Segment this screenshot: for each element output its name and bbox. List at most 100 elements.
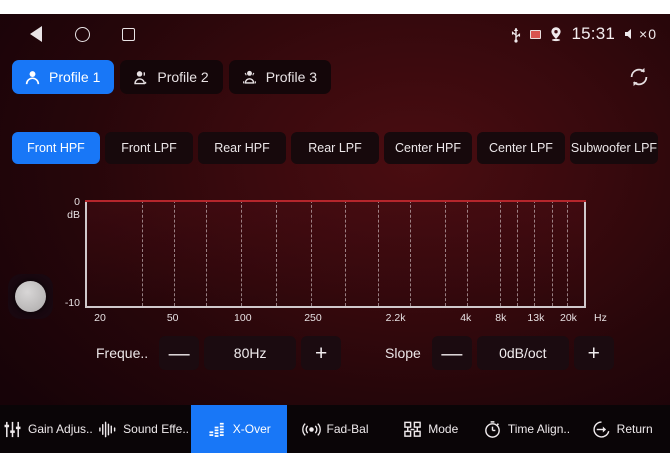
y-axis-unit: dB — [67, 209, 80, 221]
tab-center-lpf-label: Center LPF — [489, 141, 553, 155]
x-axis-tick-7: 13k — [527, 312, 545, 324]
nav-mode[interactable]: Mode — [383, 405, 479, 453]
slope-decrement-button[interactable]: — — [431, 336, 472, 370]
grid-line-2 — [206, 200, 208, 306]
users-three-icon — [242, 70, 256, 84]
grid-line-9 — [444, 200, 446, 306]
profile-tab-1-label: Profile 1 — [49, 69, 101, 85]
grid-line-12 — [516, 200, 518, 306]
grid-line-5 — [310, 200, 312, 306]
nav-return[interactable]: Return — [574, 405, 670, 453]
profile-tab-2[interactable]: Profile 2 — [120, 60, 223, 94]
x-axis-tick-6: 8k — [495, 312, 507, 324]
nav-fad-bal-label: Fad-Bal — [326, 422, 369, 436]
slope-control: Slope — 0dB/oct + — [385, 336, 614, 370]
profile-selector: Profile 1 Profile 2 — [12, 60, 332, 94]
rotary-knob[interactable] — [15, 281, 46, 312]
tab-subwoofer-lpf[interactable]: Subwoofer LPF — [570, 132, 658, 164]
x-axis-tick-4: 2.2k — [385, 312, 406, 324]
arrow-right-circle-icon — [593, 420, 610, 438]
system-navigation — [14, 24, 138, 44]
tab-front-lpf[interactable]: Front LPF — [105, 132, 193, 164]
tab-rear-lpf[interactable]: Rear LPF — [291, 132, 379, 164]
nav-sound-effect-label: Sound Effe.. — [123, 422, 189, 436]
x-axis-tick-1: 50 — [166, 312, 179, 324]
recents-icon[interactable] — [118, 24, 138, 44]
grid-line-13 — [534, 200, 536, 306]
waveform-icon — [99, 421, 116, 437]
frequency-control: Freque.. — 80Hz + — [96, 336, 342, 370]
grid-line-1 — [173, 200, 175, 306]
grid-line-6 — [345, 200, 347, 306]
y-axis-tick-min: -10 — [64, 297, 80, 309]
tab-subwoofer-lpf-label: Subwoofer LPF — [570, 141, 658, 155]
users-two-icon — [134, 70, 147, 84]
tab-front-hpf-label: Front HPF — [27, 141, 85, 155]
grid-line-8 — [410, 200, 412, 306]
x-axis-tick-0: 20 — [94, 312, 106, 324]
status-indicators: 15:31 × 0 — [509, 24, 656, 44]
frequency-increment-button[interactable]: + — [301, 336, 342, 370]
tab-rear-lpf-label: Rear LPF — [308, 141, 362, 155]
nav-return-label: Return — [616, 422, 653, 436]
tab-front-lpf-label: Front LPF — [121, 141, 177, 155]
y-axis-tick-0: 0 — [74, 196, 80, 208]
grid-line-14 — [551, 200, 553, 306]
crossover-filter-tabs: Front HPF Front LPF Rear HPF Rear LPF Ce… — [12, 132, 658, 164]
sliders-icon — [4, 421, 21, 437]
profile-tab-1[interactable]: Profile 1 — [12, 60, 115, 94]
nav-x-over-label: X-Over — [232, 422, 271, 436]
back-icon[interactable] — [26, 24, 46, 44]
sound-radiate-icon — [301, 422, 321, 436]
tab-rear-hpf[interactable]: Rear HPF — [198, 132, 286, 164]
tab-center-lpf[interactable]: Center LPF — [477, 132, 565, 164]
slope-increment-button[interactable]: + — [573, 336, 614, 370]
nav-sound-effect[interactable]: Sound Effe.. — [96, 405, 192, 453]
x-axis-tick-8: 20k — [559, 312, 577, 324]
volume-level: 0 — [648, 26, 656, 42]
tab-front-hpf[interactable]: Front HPF — [12, 132, 100, 164]
app-window: 15:31 × 0 Profile 1 — [0, 14, 670, 453]
volume-indicator[interactable]: × 0 — [622, 26, 656, 42]
profile-tab-3-label: Profile 3 — [265, 69, 318, 85]
tab-center-hpf-label: Center HPF — [395, 141, 461, 155]
x-axis-tick-5: 4k — [460, 312, 472, 324]
x-axis-tick-2: 100 — [234, 312, 252, 324]
x-axis-unit: Hz — [594, 312, 607, 324]
sd-card-icon — [530, 29, 542, 39]
nav-mode-label: Mode — [428, 422, 459, 436]
rotary-knob-control[interactable] — [8, 274, 53, 319]
nav-x-over[interactable]: X-Over — [191, 405, 288, 453]
plot-area[interactable] — [85, 200, 586, 308]
slope-value[interactable]: 0dB/oct — [476, 336, 569, 370]
slope-label: Slope — [385, 345, 421, 361]
top-white-strip — [0, 0, 670, 14]
reset-button[interactable] — [622, 60, 656, 94]
nav-time-align[interactable]: Time Align.. — [479, 405, 575, 453]
x-axis-tick-3: 250 — [304, 312, 322, 324]
stopwatch-icon — [484, 420, 500, 438]
bottom-navigation: Gain Adjus.. Sound Effe.. — [0, 405, 670, 453]
tab-rear-hpf-label: Rear HPF — [214, 141, 270, 155]
parameter-controls: Freque.. — 80Hz + Slope — 0dB/oct + — [0, 336, 670, 378]
user-icon — [25, 70, 40, 84]
profile-tab-2-label: Profile 2 — [157, 69, 209, 85]
status-bar: 15:31 × 0 — [0, 14, 670, 54]
grid-line-15 — [566, 200, 568, 306]
nav-time-align-label: Time Align.. — [507, 422, 571, 436]
frequency-label: Freque.. — [96, 345, 149, 361]
nav-gain-adjust-label: Gain Adjus.. — [28, 422, 93, 436]
usb-icon — [512, 27, 521, 43]
grid-line-4 — [275, 200, 277, 306]
profile-tab-3[interactable]: Profile 3 — [228, 60, 332, 94]
equalizer-bars-icon — [209, 422, 224, 437]
response-curve-front-hpf — [85, 200, 586, 202]
nav-gain-adjust[interactable]: Gain Adjus.. — [0, 405, 96, 453]
tab-center-hpf[interactable]: Center HPF — [384, 132, 472, 164]
frequency-value[interactable]: 80Hz — [204, 336, 297, 370]
status-clock: 15:31 — [571, 24, 616, 43]
grid-line-3 — [241, 200, 243, 306]
nav-fad-bal[interactable]: Fad-Bal — [287, 405, 383, 453]
frequency-decrement-button[interactable]: — — [159, 336, 200, 370]
home-icon[interactable] — [72, 24, 92, 44]
